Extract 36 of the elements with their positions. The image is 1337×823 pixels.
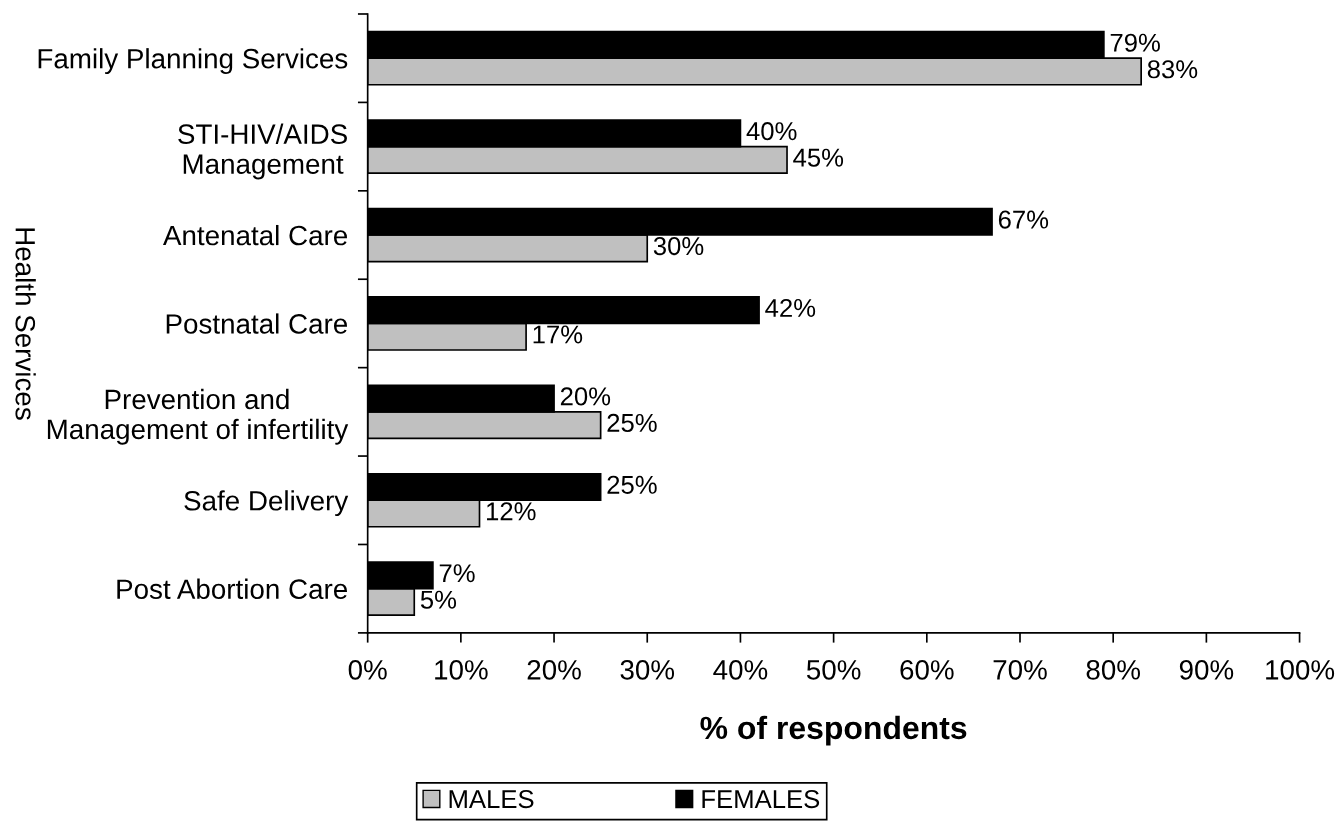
data-label: 5%	[420, 590, 457, 609]
data-label: 83%	[1147, 60, 1198, 79]
legend-label: MALES	[449, 790, 534, 809]
data-label: 25%	[607, 475, 657, 494]
legend-label: FEMALES	[702, 790, 820, 809]
x-tick-label: 20%	[527, 660, 581, 680]
x-tick-label: 100%	[1266, 660, 1335, 680]
y-tick-label: Antenatal Care	[163, 224, 348, 246]
y-tick-label: Safe Delivery	[184, 490, 349, 517]
data-label: 42%	[765, 298, 816, 317]
x-tick-label: 50%	[806, 660, 861, 680]
y-tick-label: Family Planning Services	[38, 48, 348, 75]
y-tick-label: Prevention and Management of infertility	[47, 388, 349, 445]
data-label: 7%	[439, 564, 475, 583]
data-label: 20%	[560, 387, 611, 406]
data-label: 25%	[607, 413, 657, 433]
x-tick-label: 30%	[620, 660, 675, 680]
y-tick-label: Post Abortion Care	[117, 578, 348, 600]
x-tick-label: 40%	[713, 660, 768, 680]
y-tick-label: Postnatal Care	[166, 313, 348, 334]
x-tick-label: 70%	[993, 660, 1047, 680]
data-label: 67%	[998, 210, 1049, 229]
data-label: 40%	[746, 122, 797, 141]
data-label: 30%	[653, 236, 704, 256]
x-tick-label: 10%	[435, 660, 488, 680]
x-axis-title: % of respondents	[700, 715, 967, 746]
x-tick-label: 90%	[1179, 660, 1234, 680]
x-tick-label: 60%	[900, 660, 954, 680]
x-tick-label: 80%	[1086, 660, 1140, 680]
data-label: 12%	[487, 502, 536, 521]
y-tick-label: STI-HIV/AIDS Management	[178, 123, 347, 180]
data-label: 17%	[533, 325, 583, 344]
y-axis-title: Health Services	[15, 228, 36, 420]
data-label: 79%	[1110, 33, 1160, 52]
x-tick-label: 0%	[348, 660, 387, 680]
data-label: 45%	[793, 148, 844, 167]
